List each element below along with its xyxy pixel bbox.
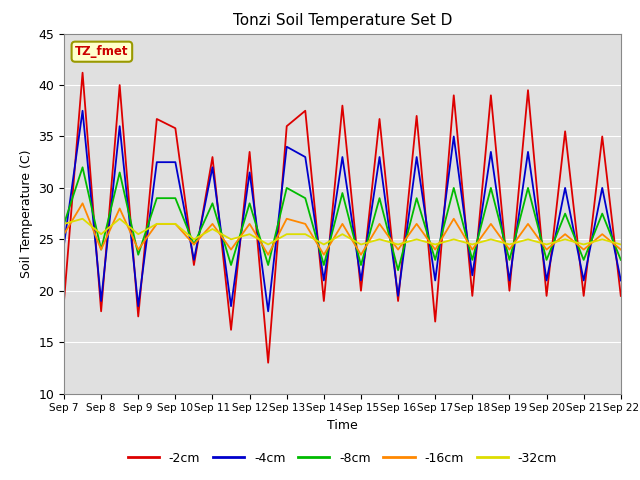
- -8cm: [79, 165, 86, 170]
- Line: -16cm: -16cm: [64, 204, 621, 255]
- -32cm: [264, 241, 272, 247]
- Line: -2cm: -2cm: [64, 72, 621, 363]
- -4cm: [264, 309, 272, 314]
- -2cm: [528, 132, 536, 138]
- -4cm: [385, 221, 392, 227]
- Text: TZ_fmet: TZ_fmet: [75, 45, 129, 58]
- -32cm: [528, 238, 536, 243]
- -8cm: [102, 225, 110, 231]
- Legend: -2cm, -4cm, -8cm, -16cm, -32cm: -2cm, -4cm, -8cm, -16cm, -32cm: [123, 447, 562, 469]
- -32cm: [385, 239, 392, 245]
- -32cm: [617, 241, 625, 247]
- -16cm: [186, 237, 194, 243]
- Title: Tonzi Soil Temperature Set D: Tonzi Soil Temperature Set D: [233, 13, 452, 28]
- -4cm: [547, 257, 554, 263]
- -16cm: [79, 201, 86, 206]
- Y-axis label: Soil Temperature (C): Soil Temperature (C): [20, 149, 33, 278]
- -4cm: [102, 249, 110, 255]
- X-axis label: Time: Time: [327, 419, 358, 432]
- -4cm: [60, 241, 68, 247]
- -32cm: [79, 216, 86, 222]
- -8cm: [230, 251, 238, 257]
- Line: -8cm: -8cm: [64, 168, 621, 270]
- -32cm: [60, 221, 68, 227]
- -32cm: [102, 227, 110, 233]
- -4cm: [230, 279, 238, 285]
- -8cm: [186, 231, 194, 237]
- Line: -32cm: -32cm: [64, 219, 621, 244]
- -8cm: [547, 247, 554, 252]
- -2cm: [617, 293, 625, 299]
- -8cm: [384, 228, 392, 234]
- -8cm: [60, 221, 68, 227]
- -8cm: [617, 257, 625, 263]
- -32cm: [186, 233, 194, 239]
- -2cm: [547, 257, 554, 263]
- -4cm: [528, 177, 536, 183]
- -16cm: [60, 231, 68, 237]
- -32cm: [230, 236, 238, 241]
- Line: -4cm: -4cm: [64, 111, 621, 312]
- -16cm: [528, 227, 536, 232]
- -2cm: [102, 245, 110, 251]
- -2cm: [230, 295, 238, 300]
- -4cm: [186, 236, 194, 241]
- -16cm: [264, 252, 272, 258]
- -4cm: [617, 277, 625, 283]
- -2cm: [264, 360, 272, 366]
- -16cm: [102, 235, 110, 241]
- -8cm: [394, 267, 402, 273]
- -8cm: [528, 201, 536, 206]
- -16cm: [617, 247, 625, 252]
- -16cm: [230, 242, 238, 248]
- -2cm: [385, 204, 392, 209]
- -2cm: [79, 70, 86, 75]
- -16cm: [385, 233, 392, 239]
- -16cm: [547, 243, 554, 249]
- -2cm: [186, 232, 194, 238]
- -2cm: [60, 298, 68, 304]
- -4cm: [79, 108, 86, 114]
- -32cm: [547, 240, 554, 246]
